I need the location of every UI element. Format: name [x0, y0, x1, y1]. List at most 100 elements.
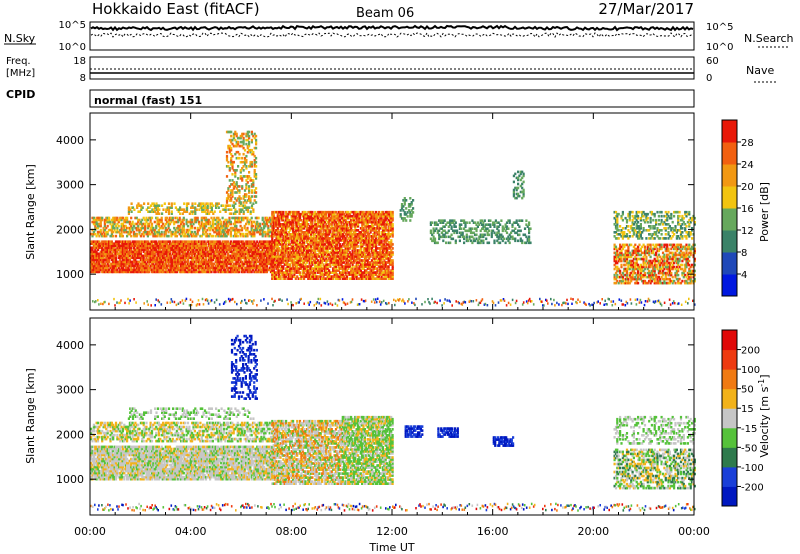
range-gate-cell — [297, 233, 300, 236]
range-gate-cell — [163, 266, 166, 270]
range-gate-cell — [293, 235, 296, 238]
range-gate-cell — [246, 264, 249, 268]
range-gate-cell — [213, 270, 216, 274]
range-gate-cell — [211, 264, 214, 268]
range-gate-cell — [296, 251, 299, 254]
range-gate-cell — [117, 266, 120, 270]
range-gate-cell — [269, 224, 273, 228]
range-gate-cell — [272, 251, 275, 254]
freq-tick-top: 18 — [73, 56, 86, 67]
range-gate-cell — [305, 267, 308, 270]
range-gate-cell — [152, 240, 155, 243]
range-gate-cell — [121, 244, 124, 248]
range-gate-cell — [94, 244, 97, 248]
range-gate-cell — [135, 264, 138, 268]
range-gate-cell — [191, 252, 194, 256]
range-gate-cell — [307, 239, 310, 242]
noise-panel-frame — [89, 21, 695, 51]
range-gate-cell — [240, 226, 244, 230]
range-gate-cell — [227, 268, 230, 272]
range-gate-cell — [249, 260, 252, 264]
range-gate-cell — [121, 258, 124, 262]
range-gate-cell — [250, 226, 253, 230]
range-gate-cell — [135, 228, 138, 232]
range-gate-cell — [108, 270, 111, 274]
range-gate-cell — [250, 242, 253, 245]
range-gate-cell — [173, 270, 176, 274]
range-gate-cell — [253, 246, 256, 250]
range-gate-cell — [308, 212, 311, 216]
range-gate-cell — [315, 265, 318, 268]
range-gate-cell — [136, 204, 139, 207]
range-gate-cell — [173, 242, 176, 245]
range-gate-cell — [305, 233, 308, 236]
range-gate-cell — [216, 216, 219, 220]
range-gate-cell — [246, 206, 249, 209]
range-gate-cell — [199, 226, 202, 230]
range-gate-cell — [294, 220, 297, 224]
range-gate-cell — [217, 258, 220, 262]
range-gate-cell — [128, 270, 131, 274]
range-gate-cell — [251, 234, 255, 238]
range-gate-cell — [234, 262, 237, 266]
range-gate-cell — [186, 230, 190, 234]
range-gate-cell — [220, 234, 223, 238]
range-gate-cell — [294, 247, 297, 250]
range-gate-cell — [221, 244, 224, 248]
range-gate-cell — [180, 208, 183, 211]
range-gate-cell — [162, 270, 165, 274]
range-gate-cell — [283, 220, 286, 224]
range-gate-cell — [102, 266, 105, 270]
range-gate-cell — [264, 264, 267, 268]
range-gate-cell — [164, 218, 167, 222]
range-gate-cell — [275, 233, 278, 236]
range-gate-cell — [246, 208, 249, 211]
range-gate-cell — [258, 240, 262, 243]
range-gate-cell — [293, 216, 296, 220]
range-gate-cell — [210, 242, 213, 245]
range-gate-cell — [112, 254, 115, 258]
range-gate-cell — [282, 251, 285, 254]
range-gate-cell — [289, 267, 292, 270]
range-gate-cell — [96, 262, 100, 266]
range-gate-cell — [278, 237, 281, 240]
range-gate-cell — [174, 242, 177, 245]
range-gate-cell — [286, 223, 289, 226]
range-gate-cell — [184, 262, 187, 266]
range-gate-cell — [315, 261, 318, 264]
range-gate-cell — [112, 246, 115, 250]
range-gate-cell — [198, 204, 201, 207]
range-gate-cell — [235, 244, 238, 248]
range-gate-cell — [298, 218, 302, 222]
range-gate-cell — [184, 250, 187, 254]
range-gate-cell — [96, 218, 100, 222]
range-gate-cell — [112, 256, 115, 260]
range-gate-cell — [144, 268, 147, 272]
range-gate-cell — [163, 244, 166, 248]
range-gate-cell — [160, 242, 163, 245]
range-gate-cell — [315, 241, 318, 244]
range-gate-cell — [165, 210, 168, 213]
range-gate-cell — [307, 269, 310, 272]
range-gate-cell — [176, 208, 179, 211]
range-gate-cell — [224, 204, 227, 207]
range-gate-cell — [301, 251, 304, 254]
range-gate-cell — [132, 266, 136, 270]
range-gate-cell — [312, 261, 315, 264]
range-gate-cell — [263, 254, 266, 258]
range-gate-cell — [231, 228, 234, 232]
range-gate-cell — [210, 256, 213, 260]
range-gate-cell — [245, 268, 248, 272]
range-gate-cell — [238, 240, 241, 243]
range-gate-cell — [160, 220, 163, 224]
range-gate-cell — [162, 260, 165, 264]
range-gate-cell — [239, 224, 242, 228]
range-gate-cell — [305, 271, 308, 274]
range-gate-cell — [90, 264, 93, 268]
range-gate-cell — [196, 256, 199, 260]
range-gate-cell — [300, 233, 303, 236]
range-gate-cell — [95, 262, 98, 266]
range-gate-cell — [119, 216, 122, 220]
range-gate-cell — [116, 244, 119, 248]
range-gate-cell — [242, 264, 245, 268]
